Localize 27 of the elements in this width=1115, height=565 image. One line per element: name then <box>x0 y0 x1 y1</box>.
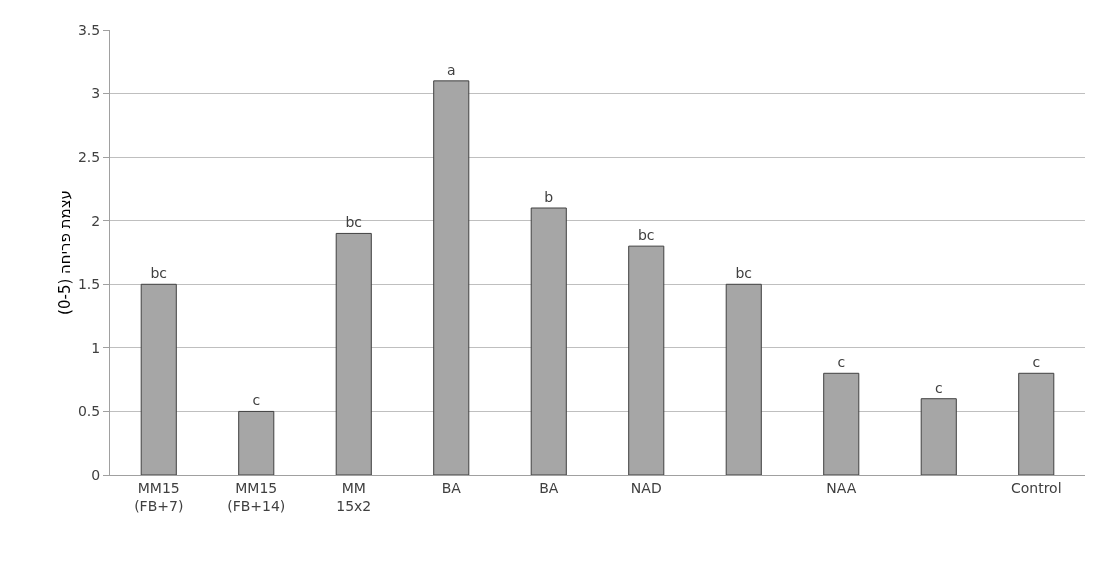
x-tick-label: BA <box>539 479 559 496</box>
data-label: c <box>837 354 846 371</box>
data-label: c <box>1032 354 1041 371</box>
x-tick-label: NAA <box>826 479 857 496</box>
x-tick-label: MM15 (FB+14) <box>227 479 286 514</box>
x-tick-label: BA <box>441 479 462 496</box>
data-label: c <box>934 379 943 396</box>
data-label: bc <box>345 214 363 231</box>
y-tick-label: 3 <box>91 85 101 102</box>
data-label: b <box>544 189 554 205</box>
x-tick-label: NAD <box>630 479 662 496</box>
data-label: bc <box>150 265 168 282</box>
y-axis-title: עצמת פריחה (0-5) <box>56 190 74 315</box>
x-tick-label: MM 15x2 <box>336 479 372 514</box>
x-tick-label: Control <box>1010 479 1062 496</box>
x-tick-label: MM15 (FB+7) <box>134 479 184 514</box>
y-tick-label: 1 <box>91 339 101 356</box>
y-tick-label: 1.5 <box>77 276 101 293</box>
data-label: bc <box>735 265 753 282</box>
data-label: bc <box>637 227 655 244</box>
data-label: c <box>252 392 261 409</box>
y-tick-label: 0 <box>91 466 101 483</box>
data-label: a <box>446 61 456 78</box>
y-tick-label: 2.5 <box>77 149 101 166</box>
y-tick-label: 0.5 <box>77 403 101 420</box>
y-tick-label: 3.5 <box>77 21 101 38</box>
y-tick-label: 2 <box>91 212 101 229</box>
